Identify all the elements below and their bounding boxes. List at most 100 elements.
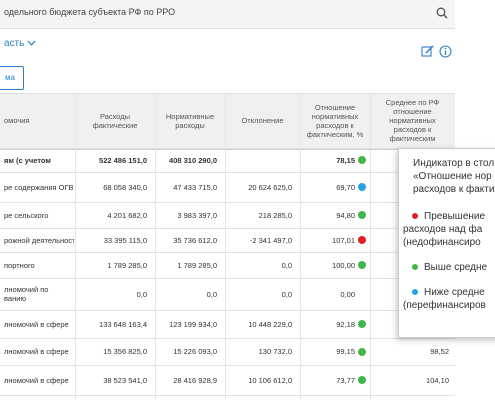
tooltip-item: Выше средне [412, 261, 487, 274]
row-name-line: лномочий в сфере [4, 319, 69, 329]
column-divider [225, 93, 226, 400]
row-divider [0, 228, 455, 229]
status-indicator [358, 320, 366, 328]
ratio-value: 107,01 [332, 235, 355, 245]
row-name: рожной деятельности [4, 228, 74, 252]
ratio-cell: 0,00 [300, 278, 366, 310]
tooltip-item-text: Превышение [424, 211, 486, 222]
table-row[interactable]: ре содержания ОГВ и 68 058 340,0 47 433 71… [0, 172, 455, 202]
average-cell: 104,10 [426, 375, 449, 385]
table-row[interactable]: ре сельского 4 201 682,0 3 983 397,0 218 28… [0, 202, 455, 228]
row-name: лномочий в сфере [4, 365, 74, 395]
row-name: ре содержания ОГВ и [4, 172, 74, 202]
table-row[interactable]: лномочий в сфере 38 523 541,0 28 416 928,9… [0, 365, 455, 395]
ratio-value: 99,15 [336, 347, 355, 356]
region-label: асть [4, 38, 25, 49]
table-row[interactable]: портного 1 789 285,0 1 789 285,0 0,0 100,00 [0, 252, 455, 278]
status-indicator [358, 261, 366, 269]
legend-dot [412, 213, 418, 220]
table-row[interactable]: лномочий по ванию 0,0 0,0 0,0 0,00 [0, 278, 455, 310]
search-icon[interactable] [436, 7, 448, 19]
ratio-value: 100,00 [332, 260, 355, 270]
value-cell: 15 356 825,0 [103, 347, 147, 356]
row-divider [0, 172, 455, 173]
row-name: лномочий в сфере [4, 338, 74, 365]
row-name-line: ре содержания ОГВ и [4, 182, 74, 192]
ratio-cell: 94,80 [300, 202, 366, 228]
status-indicator [358, 183, 366, 191]
value-cell: 28 416 928,9 [173, 375, 217, 385]
page-title: одельного бюджета субъекта РФ по РРО [4, 7, 176, 17]
filter-button[interactable]: ма [0, 66, 24, 90]
tooltip: Индикатор в стол «Отношение нор расходов к… [398, 148, 495, 338]
top-bar: одельного бюджета субъекта РФ по РРО [0, 0, 455, 29]
value-cell: 10 448 229,0 [248, 319, 292, 329]
legend-dot [412, 289, 418, 296]
row-name-line: лномочий в сфере [4, 375, 69, 385]
value-cell: 522 486 151,0 [99, 155, 147, 165]
tooltip-item-text: расходов над фа [403, 224, 483, 235]
row-name: лномочий по ванию [4, 278, 74, 310]
column-header: Отклонение [241, 116, 284, 125]
ratio-value: 69,70 [336, 182, 355, 192]
status-indicator [358, 211, 366, 219]
ratio-cell: 69,70 [300, 172, 366, 202]
table-row[interactable]: лномочий в сфере 15 356 825,0 15 226 093,0… [0, 338, 455, 365]
value-cell: 47 433 715,0 [173, 182, 217, 192]
value-cell: 35 736 612,0 [173, 235, 217, 245]
status-indicator [358, 376, 366, 384]
tooltip-item: Ниже средне [412, 286, 485, 299]
edit-icon[interactable] [421, 45, 434, 58]
value-cell: -2 341 497,0 [249, 235, 292, 245]
row-divider [0, 310, 455, 311]
status-indicator [358, 290, 366, 298]
info-icon[interactable] [439, 45, 452, 58]
row-name: лномочий в сфере [4, 310, 74, 338]
value-cell: 38 523 541,0 [103, 375, 147, 385]
column-divider [370, 93, 371, 400]
row-divider [0, 202, 455, 203]
table-row[interactable]: лномочий в сфере 133 648 163,4 123 199 934… [0, 310, 455, 338]
ratio-cell: 99,15 [300, 338, 366, 365]
table-row[interactable]: ям (с учетом 522 486 151,0 408 310 290,0 78… [0, 148, 455, 172]
ratio-value: 0,00 [340, 289, 355, 299]
tooltip-item-text: Выше средне [424, 262, 488, 273]
value-cell: 20 624 625,0 [248, 182, 292, 192]
row-divider [0, 338, 455, 339]
ratio-cell: 92,18 [300, 310, 366, 338]
row-name-line: лномочий по [4, 285, 49, 294]
row-name: портного [4, 252, 74, 278]
value-cell: 1 789 285,0 [107, 260, 147, 270]
tooltip-item: (недофинансиро [403, 236, 481, 249]
value-cell: 218 285,0 [258, 210, 292, 220]
tooltip-item-text: Ниже средне [424, 287, 485, 298]
column-header: Среднее по РФ отношение нормативных расх… [385, 98, 440, 143]
value-cell: 130 732,0 [258, 347, 292, 356]
tooltip-text: «Отношение нор [413, 171, 492, 182]
row-name-line: ре сельского [4, 210, 49, 220]
table-row[interactable]: рожной деятельности 33 395 115,0 35 736 61… [0, 228, 455, 252]
value-cell: 68 058 340,0 [103, 182, 147, 192]
column-header: омочия [4, 116, 30, 125]
row-name: ям (с учетом [4, 148, 74, 172]
value-cell: 0,0 [281, 260, 292, 270]
column-divider [75, 93, 76, 400]
column-divider [300, 93, 301, 400]
tooltip-item: (перефинансиров [403, 299, 486, 312]
tooltip-item: Превышение [412, 210, 485, 223]
status-indicator [358, 236, 366, 244]
row-divider [0, 252, 455, 253]
row-divider [0, 148, 455, 149]
row-name-line: ям (с учетом [4, 155, 51, 165]
value-cell: 15 226 093,0 [173, 347, 217, 356]
value-cell: 408 310 290,0 [169, 155, 217, 165]
row-divider [0, 365, 455, 366]
region-select[interactable]: асть [4, 38, 36, 49]
ratio-value: 92,18 [336, 319, 355, 329]
column-header: Расходы фактические [92, 111, 138, 130]
value-cell: 0,0 [136, 289, 147, 299]
row-name-line: ванию [4, 294, 27, 303]
column-divider [155, 93, 156, 400]
value-cell: 1 789 285,0 [177, 260, 217, 270]
